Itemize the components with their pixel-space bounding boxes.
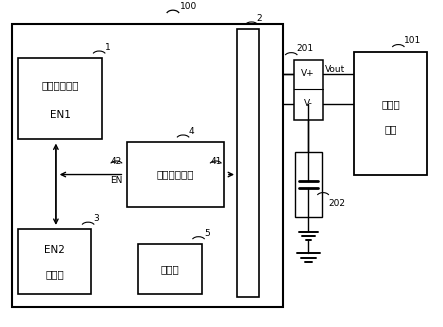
Text: 3: 3 [93,214,99,223]
Text: V-: V- [304,99,313,108]
Text: 电压转换模块: 电压转换模块 [42,80,79,90]
Bar [295,152,322,216]
Text: 42: 42 [111,158,122,166]
Bar [12,25,284,307]
Bar [127,142,224,207]
Text: 2: 2 [257,14,262,23]
Text: V+: V+ [301,69,315,78]
Text: Vout: Vout [325,65,346,74]
Text: 控制器: 控制器 [160,264,179,274]
Text: 比较触发模块: 比较触发模块 [156,169,194,180]
Bar [18,58,102,139]
Text: 101: 101 [404,36,421,45]
Bar [18,230,91,294]
Text: 1: 1 [105,43,110,52]
Text: EN: EN [110,176,122,185]
Text: 设备: 设备 [384,124,396,134]
Text: 4: 4 [188,127,194,136]
Text: 100: 100 [179,3,197,11]
Bar [138,244,202,294]
Text: EN2: EN2 [44,245,65,255]
Text: 202: 202 [329,199,346,208]
Bar [354,52,427,175]
Text: 计时器: 计时器 [46,270,64,280]
Text: EN1: EN1 [50,110,71,120]
Text: 201: 201 [296,44,314,53]
Bar [237,29,259,297]
Text: 待充电: 待充电 [381,100,400,110]
Text: 5: 5 [204,229,210,237]
Bar [294,60,323,120]
Text: 41: 41 [210,158,222,166]
